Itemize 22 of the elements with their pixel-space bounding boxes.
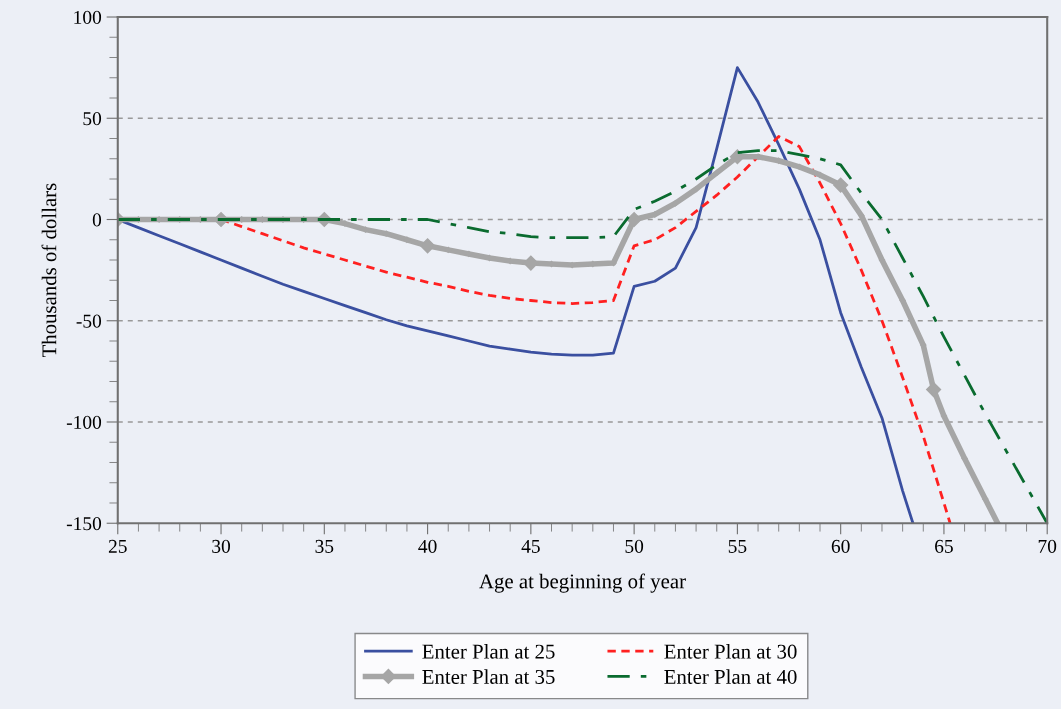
legend-label: Enter Plan at 25 <box>422 644 555 659</box>
y-tick-label: -150 <box>66 517 102 531</box>
y-tick-label: 0 <box>92 213 102 227</box>
x-tick-label: 60 <box>831 539 850 553</box>
y-tick-label: 50 <box>83 112 102 126</box>
x-axis-title: Age at beginning of year <box>479 573 686 593</box>
x-tick-label: 35 <box>315 539 334 553</box>
x-tick-label: 25 <box>108 539 127 553</box>
legend-label: Enter Plan at 30 <box>664 644 797 659</box>
x-tick-label: 70 <box>1038 539 1057 553</box>
y-tick-label: -100 <box>66 415 102 429</box>
legend-label: Enter Plan at 40 <box>664 669 797 684</box>
y-axis-title: Thousands of dollars <box>41 183 57 358</box>
x-tick-label: 55 <box>728 539 747 553</box>
x-tick-label: 40 <box>418 539 437 553</box>
x-tick-label: 50 <box>625 539 644 553</box>
x-tick-label: 30 <box>212 539 231 553</box>
x-tick-label: 45 <box>521 539 540 553</box>
legend-label: Enter Plan at 35 <box>422 669 555 684</box>
x-tick-label: 65 <box>935 539 953 553</box>
y-tick-label: 100 <box>74 10 102 24</box>
y-tick-label: -50 <box>76 314 102 328</box>
